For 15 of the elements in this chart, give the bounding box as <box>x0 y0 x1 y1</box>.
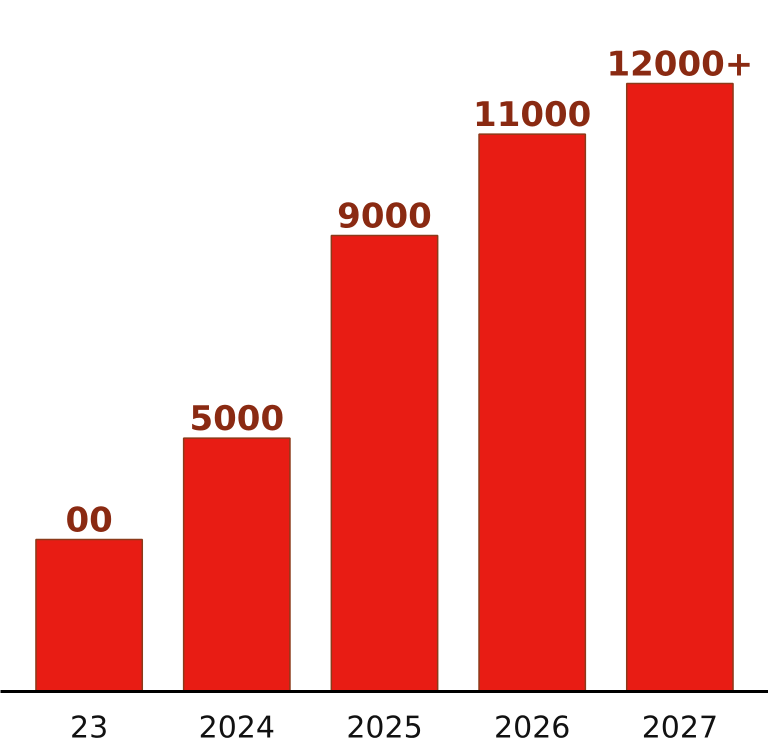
annotation: 00 <box>65 500 113 540</box>
bar <box>182 437 291 692</box>
x-tick-label: 2024 <box>198 710 275 746</box>
bar <box>330 234 438 692</box>
data-label: 11000 <box>473 95 592 136</box>
bar <box>35 538 144 692</box>
bar <box>626 82 734 692</box>
x-tick-label: 2025 <box>346 710 423 746</box>
bar <box>478 133 586 692</box>
x-tick-label: 23 <box>70 710 108 746</box>
data-label: 12000+ <box>606 44 754 84</box>
data-label: 5000 <box>189 399 284 440</box>
x-tick-label: 2027 <box>642 710 718 746</box>
data-label: 9000 <box>337 196 432 236</box>
x-tick-label: 2026 <box>494 710 570 746</box>
